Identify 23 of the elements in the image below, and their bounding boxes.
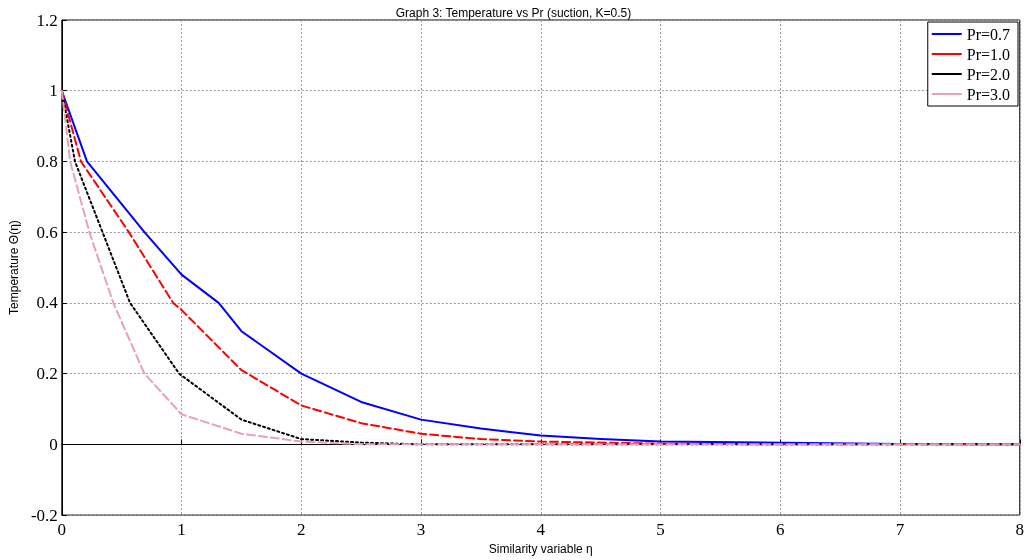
- y-tick-label: 0.2: [36, 364, 58, 384]
- y-tick-label: 0.4: [36, 293, 59, 313]
- y-tick-label: 0.8: [36, 151, 58, 171]
- y-tick-label: 0.6: [36, 222, 58, 242]
- legend-label: Pr=2.0: [966, 65, 1010, 83]
- y-tick-label: -0.2: [30, 505, 58, 525]
- y-tick-label: 0: [49, 434, 58, 454]
- x-tick-label: 1: [177, 520, 186, 540]
- y-tick-label: 1: [49, 81, 58, 101]
- x-tick-label: 4: [536, 520, 546, 540]
- legend-label: Pr=0.7: [966, 25, 1010, 43]
- chart-title: Graph 3: Temperature vs Pr (suction, K=0.5): [395, 6, 632, 20]
- x-tick-label: 7: [895, 520, 905, 540]
- legend-label: Pr=3.0: [966, 85, 1010, 103]
- x-axis-title: Similarity variable η: [488, 542, 593, 556]
- legend-label: Pr=1.0: [966, 45, 1010, 63]
- x-tick-label: 5: [656, 520, 665, 540]
- x-tick-label: 2: [297, 520, 306, 540]
- y-axis-title: Temperature Θ(η): [7, 220, 21, 315]
- x-tick-label: 6: [776, 520, 785, 540]
- y-tick-label: 1.2: [36, 10, 58, 30]
- x-tick-label: 3: [416, 520, 426, 540]
- x-tick-label: 8: [1015, 520, 1024, 540]
